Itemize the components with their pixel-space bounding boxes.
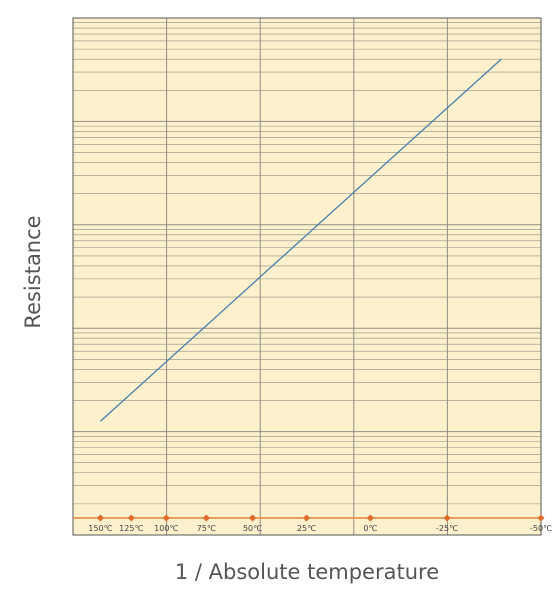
x-tick-label: -25℃: [436, 524, 458, 533]
tick-marker: [537, 514, 545, 522]
tick-marker: [366, 514, 374, 522]
tick-marker: [127, 514, 135, 522]
x-tick-label: 75℃: [197, 524, 216, 533]
x-axis-title: 1 / Absolute temperature: [175, 560, 439, 584]
plot-area: [73, 18, 541, 535]
x-tick-label: 150℃: [88, 524, 112, 533]
tick-marker: [162, 514, 170, 522]
series-layer: [99, 58, 502, 422]
x-tick-label: 50℃: [243, 524, 262, 533]
x-tick-label: -50℃: [530, 524, 552, 533]
tick-marker: [302, 514, 311, 522]
x-tick-label: 125℃: [119, 524, 143, 533]
temperature-ticks: 150℃ 125℃ 100℃ 75℃ 50℃ 25℃ 0℃ -25℃ -50℃: [88, 514, 552, 533]
tick-marker: [96, 514, 104, 522]
horizontal-gridlines: [73, 22, 541, 536]
tick-marker: [202, 514, 210, 522]
x-tick-label: 100℃: [154, 524, 178, 533]
tick-marker: [443, 514, 451, 522]
plot-frame: [72, 17, 542, 536]
x-tick-label: 0℃: [363, 524, 377, 533]
y-axis-title: Resistance: [21, 215, 45, 328]
x-tick-label: 25℃: [297, 524, 316, 533]
tick-marker: [249, 514, 257, 522]
resistance-line: [99, 58, 502, 422]
